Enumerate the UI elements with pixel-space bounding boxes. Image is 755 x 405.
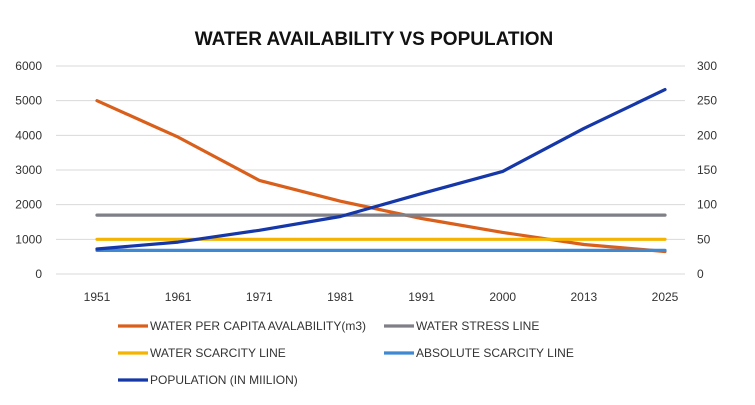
series-line bbox=[95, 99, 667, 254]
x-tick-label: 2000 bbox=[489, 290, 516, 304]
legend: WATER PER CAPITA AVALABILITY(m3) WATER ST… bbox=[118, 319, 574, 387]
left-tick-label: 6000 bbox=[15, 59, 42, 73]
x-tick-label: 2025 bbox=[652, 290, 679, 304]
x-axis-ticks: 1951 1961 1971 1981 1991 2000 2013 2025 bbox=[84, 290, 679, 304]
x-tick-label: 1951 bbox=[84, 290, 111, 304]
legend-label: ABSOLUTE SCARCITY LINE bbox=[416, 346, 574, 360]
left-tick-label: 0 bbox=[35, 267, 42, 281]
legend-label: POPULATION (IN MIILION) bbox=[150, 373, 298, 387]
right-tick-label: 250 bbox=[697, 94, 717, 108]
left-tick-label: 1000 bbox=[15, 232, 42, 246]
right-tick-label: 0 bbox=[697, 267, 704, 281]
left-tick-label: 2000 bbox=[15, 198, 42, 212]
right-axis-ticks: 0 50 100 150 200 250 300 bbox=[697, 59, 717, 281]
right-tick-label: 150 bbox=[697, 163, 717, 177]
series-line bbox=[95, 87, 667, 251]
left-tick-label: 3000 bbox=[15, 163, 42, 177]
right-tick-label: 200 bbox=[697, 128, 717, 142]
right-tick-label: 50 bbox=[697, 232, 711, 246]
left-tick-label: 5000 bbox=[15, 94, 42, 108]
chart-title: WATER AVAILABILITY VS POPULATION bbox=[195, 29, 554, 50]
x-tick-label: 1961 bbox=[165, 290, 192, 304]
legend-label: WATER PER CAPITA AVALABILITY(m3) bbox=[150, 319, 366, 333]
legend-label: WATER STRESS LINE bbox=[416, 319, 539, 333]
legend-label: WATER SCARCITY LINE bbox=[150, 346, 286, 360]
x-tick-label: 1971 bbox=[246, 290, 273, 304]
x-tick-label: 2013 bbox=[571, 290, 598, 304]
left-axis-ticks: 0 1000 2000 3000 4000 5000 6000 bbox=[15, 59, 42, 281]
right-tick-label: 300 bbox=[697, 59, 717, 73]
series-lines bbox=[95, 87, 667, 254]
left-tick-label: 4000 bbox=[15, 128, 42, 142]
x-tick-label: 1991 bbox=[408, 290, 435, 304]
right-tick-label: 100 bbox=[697, 198, 717, 212]
x-tick-label: 1981 bbox=[327, 290, 354, 304]
